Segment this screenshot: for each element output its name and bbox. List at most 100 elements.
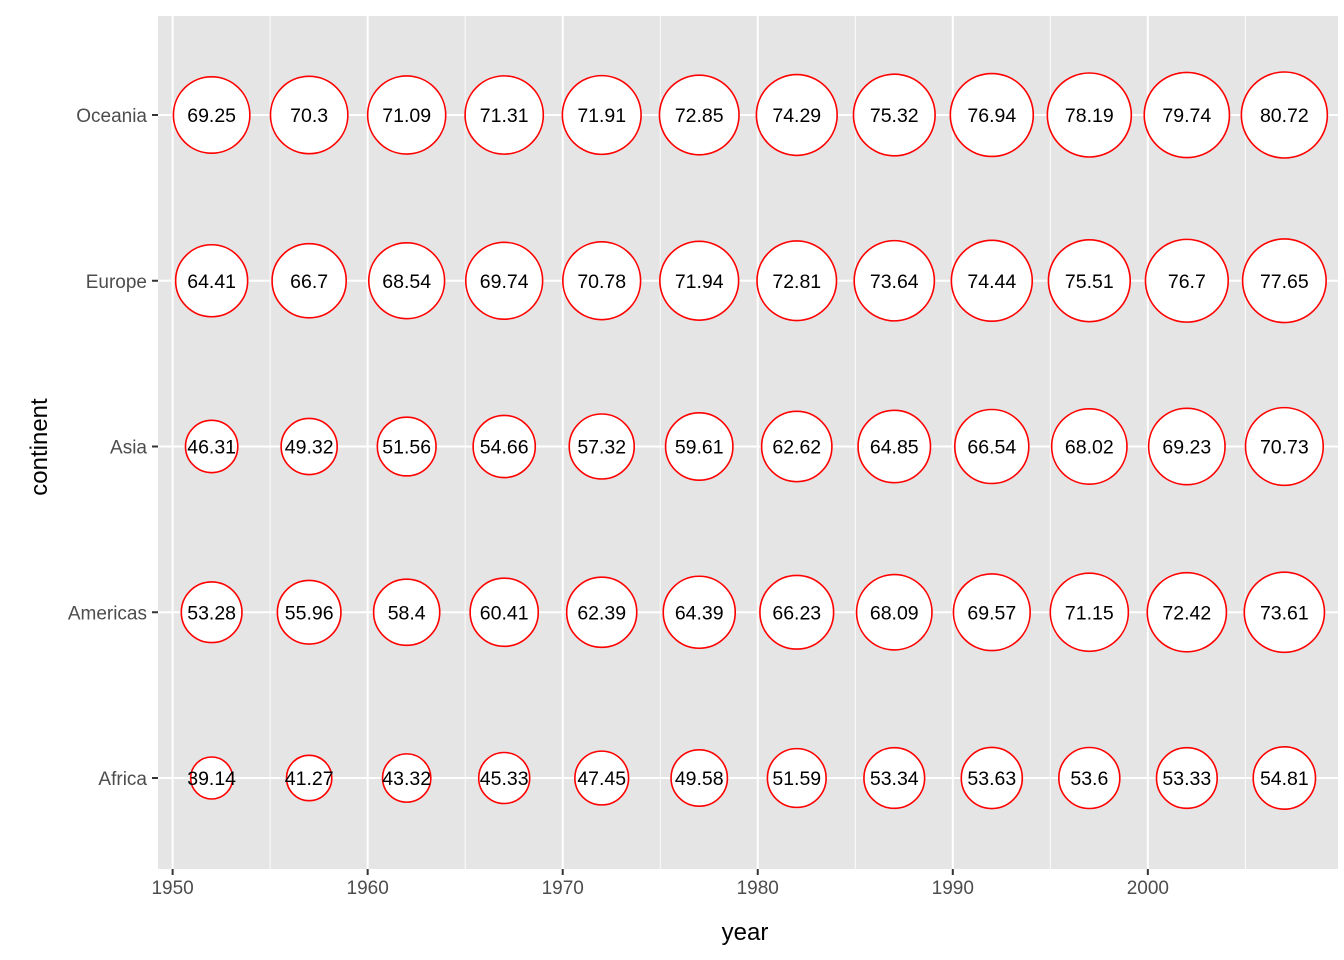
data-point	[562, 241, 642, 321]
data-label: 80.72	[1260, 105, 1309, 127]
data-label: 76.7	[1168, 271, 1206, 293]
data-point	[574, 750, 630, 806]
data-point	[1046, 72, 1133, 158]
data-point	[469, 577, 540, 648]
data-label: 43.32	[382, 768, 431, 790]
data-point	[1147, 407, 1226, 486]
data-point	[180, 581, 243, 644]
data-point	[1050, 408, 1128, 485]
y-tick-label: Europe	[86, 272, 147, 293]
data-label: 58.4	[388, 602, 426, 624]
y-tick-label: Africa	[98, 769, 147, 790]
data-point	[1155, 746, 1218, 810]
x-axis-title: year	[722, 919, 769, 946]
data-point	[280, 417, 338, 476]
data-label: 66.54	[967, 437, 1016, 459]
data-label: 66.7	[290, 271, 328, 293]
data-point	[376, 416, 437, 477]
data-point	[561, 74, 642, 156]
data-label: 72.81	[772, 271, 821, 293]
data-point	[271, 242, 348, 319]
data-label: 71.15	[1065, 602, 1114, 624]
data-point	[565, 576, 638, 649]
data-point	[477, 751, 531, 805]
data-label: 39.14	[187, 768, 236, 790]
data-label: 46.31	[187, 437, 236, 459]
data-label: 69.23	[1162, 437, 1211, 459]
data-point	[759, 574, 835, 650]
data-point	[670, 749, 729, 807]
y-tick-label: Oceania	[76, 106, 147, 127]
data-point	[1243, 571, 1326, 654]
data-point	[276, 579, 342, 645]
data-label: 70.3	[290, 105, 328, 127]
data-label: 60.41	[480, 602, 529, 624]
y-tick-label: Americas	[68, 603, 147, 624]
data-label: 55.96	[285, 602, 334, 624]
data-point	[1049, 572, 1130, 653]
data-point	[372, 578, 441, 647]
data-point	[950, 239, 1034, 323]
data-point	[855, 573, 933, 651]
data-point	[760, 410, 833, 483]
data-point	[1143, 71, 1231, 159]
x-axis: 1950 1960 1970 1980 1990 2000	[151, 869, 1169, 899]
x-tick-label: 2000	[1127, 878, 1169, 899]
data-label: 68.02	[1065, 437, 1114, 459]
data-point	[184, 419, 239, 474]
data-label: 51.59	[772, 768, 821, 790]
data-label: 49.58	[675, 768, 724, 790]
data-point	[464, 241, 544, 320]
x-tick-label: 1960	[347, 878, 389, 899]
data-label: 45.33	[480, 768, 529, 790]
data-point	[664, 412, 734, 481]
data-label: 71.94	[675, 271, 724, 293]
x-tick-label: 1950	[151, 878, 193, 899]
data-label: 51.56	[382, 437, 431, 459]
data-point	[954, 408, 1030, 485]
data-point	[1144, 238, 1230, 323]
data-label: 70.78	[577, 271, 626, 293]
data-point	[472, 414, 537, 479]
data-label: 59.61	[675, 437, 724, 459]
data-point	[952, 573, 1031, 652]
data-point	[755, 73, 838, 157]
data-label: 68.09	[870, 602, 919, 624]
plot-panel	[158, 16, 1338, 869]
data-point	[658, 74, 740, 156]
data-label: 54.81	[1260, 768, 1309, 790]
data-point	[464, 75, 545, 155]
data-label: 74.44	[967, 271, 1016, 293]
data-label: 70.73	[1260, 437, 1309, 459]
data-label: 74.29	[772, 105, 821, 127]
data-label: 71.31	[480, 105, 529, 127]
data-label: 68.54	[382, 271, 431, 293]
data-label: 75.32	[870, 105, 919, 127]
x-tick-label: 1980	[737, 878, 779, 899]
data-point	[766, 747, 827, 809]
data-label: 62.62	[772, 437, 821, 459]
data-label: 62.39	[577, 602, 626, 624]
data-point	[269, 75, 349, 155]
data-label: 64.39	[675, 602, 724, 624]
grid-major	[158, 16, 1338, 869]
data-point	[852, 73, 936, 157]
data-point	[1047, 239, 1132, 323]
data-point	[863, 746, 926, 810]
data-point	[949, 72, 1035, 158]
y-axis: Africa Americas Asia Europe Oceania	[68, 106, 158, 790]
data-point	[960, 746, 1024, 810]
data-label: 76.94	[967, 105, 1016, 127]
data-point	[1241, 238, 1327, 324]
data-label: 41.27	[285, 768, 334, 790]
data-label: 53.28	[187, 602, 236, 624]
data-label: 53.63	[967, 768, 1016, 790]
data-label: 47.45	[577, 768, 626, 790]
data-label: 73.64	[870, 271, 919, 293]
data-point	[1252, 746, 1317, 810]
data-label: 75.51	[1065, 271, 1114, 293]
data-label: 54.66	[480, 437, 529, 459]
data-point	[1244, 406, 1325, 487]
